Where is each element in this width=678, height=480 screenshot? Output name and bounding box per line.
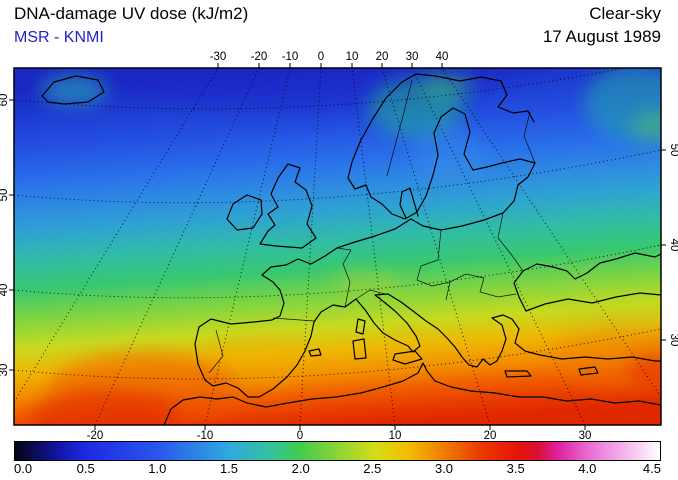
- top-axis-label: 0: [318, 51, 324, 63]
- map-frame: [13, 67, 662, 426]
- colorbar-tick-label: 0.0: [14, 461, 33, 476]
- top-axis-label: -30: [210, 51, 227, 63]
- left-axis-label: 60: [0, 94, 10, 107]
- colorbar-tick-label: 0.5: [76, 461, 95, 476]
- top-axis-label: 20: [376, 51, 389, 63]
- top-axis-label: -20: [251, 51, 268, 63]
- uv-dose-map: -30 -20 -10 0 10 20 30 40 -20 -10 0 10 2…: [0, 51, 678, 440]
- bottom-axis-label: 20: [484, 430, 497, 440]
- top-axis-label: 10: [346, 51, 359, 63]
- left-axis-label: 40: [0, 284, 10, 297]
- bottom-axis-label: 30: [579, 430, 592, 440]
- colorbar-tick-label: 4.0: [578, 461, 597, 476]
- colorbar-tick-label: 3.0: [434, 461, 454, 476]
- uv-dose-field: [14, 68, 661, 425]
- bottom-axis-label: -10: [197, 430, 214, 440]
- bottom-axis-label: 0: [297, 430, 303, 440]
- right-axis-label: 40: [668, 239, 678, 252]
- country-borders: [208, 79, 536, 374]
- colorbar-gradient: [14, 441, 661, 461]
- bottom-axis-label: -20: [87, 430, 104, 440]
- left-axis-label: 50: [0, 189, 10, 202]
- colorbar-tick-label: 1.5: [219, 461, 239, 476]
- colorbar-tick-label: 4.5: [642, 461, 661, 476]
- colorbar-tick-label: 1.0: [148, 461, 167, 476]
- europe-coastlines: [41, 73, 661, 425]
- left-axis-label: 30: [0, 364, 10, 377]
- source-label: MSR - KNMI: [14, 29, 104, 46]
- graticule: [14, 68, 661, 425]
- right-axis-label: 50: [668, 144, 678, 157]
- colorbar-tick-label: 2.5: [363, 461, 382, 476]
- bottom-axis-label: 10: [389, 430, 402, 440]
- top-axis-label: 30: [406, 51, 419, 63]
- date-label: 17 August 1989: [542, 27, 661, 46]
- page-title: DNA-damage UV dose (kJ/m2): [14, 4, 249, 23]
- colorbar-tick-label: 2.0: [291, 461, 310, 476]
- colorbar-tick-label: 3.5: [506, 461, 525, 476]
- top-axis-label: -10: [282, 51, 299, 63]
- top-axis-label: 40: [436, 51, 449, 63]
- colorbar-scale: 0.0 0.5 1.0 1.5 2.0 2.5 3.0 3.5 4.0 4.5: [14, 461, 661, 479]
- right-axis-label: 30: [668, 334, 678, 347]
- sky-condition-label: Clear-sky: [589, 4, 661, 23]
- axis-ticks: [9, 63, 666, 430]
